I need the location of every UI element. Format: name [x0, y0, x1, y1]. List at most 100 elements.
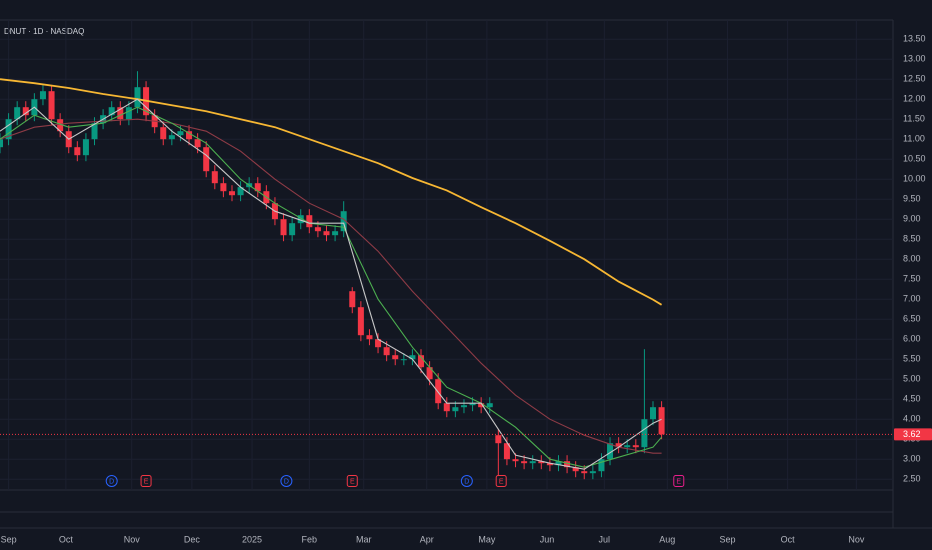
candle-body — [486, 403, 493, 408]
y-tick-label: 2.50 — [903, 474, 921, 484]
candle-body — [22, 107, 29, 116]
y-tick-label: 13.50 — [903, 34, 926, 44]
event-label: E — [676, 478, 681, 485]
candle-body — [228, 191, 235, 196]
x-tick-label: May — [478, 534, 496, 544]
y-tick-label: 13.00 — [903, 54, 926, 64]
event-marker — [105, 475, 118, 487]
candle-body — [82, 139, 89, 156]
candle-body — [203, 147, 210, 172]
y-tick-label: 10.50 — [903, 154, 926, 164]
candle-body — [14, 107, 21, 120]
candle-body — [581, 471, 588, 474]
moving-average — [0, 118, 662, 454]
candle-body — [0, 139, 4, 148]
candle-body — [521, 461, 528, 464]
candle-body — [529, 461, 536, 464]
y-tick-label: 12.50 — [903, 74, 926, 84]
y-tick-label: 5.50 — [903, 354, 921, 364]
event-marker — [673, 475, 685, 487]
candle-body — [237, 187, 244, 196]
x-tick-label: Dec — [184, 534, 201, 544]
candle-body — [186, 131, 193, 140]
candle-body — [589, 471, 596, 474]
y-tick-label: 9.50 — [903, 194, 921, 204]
candle-body — [538, 461, 545, 464]
candle-body — [478, 403, 485, 408]
candle-body — [400, 359, 407, 361]
candle-body — [375, 339, 382, 348]
last-price-label: 3.62 — [903, 429, 921, 439]
candle-body — [607, 443, 614, 460]
x-tick-label: Feb — [302, 534, 318, 544]
candle-body — [280, 219, 287, 236]
moving-average — [0, 106, 663, 468]
x-tick-label: Mar — [356, 534, 372, 544]
y-tick-label: 6.00 — [903, 334, 921, 344]
y-tick-label: 11.00 — [903, 134, 925, 144]
event-marker — [346, 475, 358, 487]
candle-body — [168, 135, 175, 140]
y-tick-label: 6.50 — [903, 314, 921, 324]
candle-body — [615, 443, 622, 448]
x-tick-label: Jun — [540, 534, 555, 544]
candle-body — [74, 147, 81, 156]
y-tick-label: 5.00 — [903, 374, 921, 384]
event-marker — [280, 475, 293, 487]
x-tick-label: Jul — [599, 534, 611, 544]
x-tick-label: Oct — [59, 534, 74, 544]
candle-body — [452, 407, 459, 412]
moving-average — [0, 98, 662, 470]
candle-body — [306, 215, 313, 228]
candle-body — [117, 107, 124, 120]
candle-body — [426, 367, 433, 380]
candle-body — [340, 211, 347, 232]
x-tick-label: Aug — [659, 534, 675, 544]
candle-body — [443, 403, 450, 412]
candle-body — [658, 407, 665, 435]
candle-body — [134, 87, 141, 108]
event-label: D — [284, 478, 289, 485]
candle-body — [366, 335, 373, 340]
event-label: D — [109, 478, 114, 485]
candle-body — [108, 107, 115, 116]
y-tick-label: 7.50 — [903, 274, 921, 284]
candle-body — [349, 291, 356, 308]
y-tick-label: 10.00 — [903, 174, 926, 184]
candle-body — [392, 355, 399, 360]
candle-body — [91, 123, 98, 140]
candle-body — [5, 119, 12, 140]
y-tick-label: 8.00 — [903, 254, 921, 264]
y-tick-label: 8.50 — [903, 234, 921, 244]
candle-body — [160, 127, 167, 140]
candle-body — [323, 231, 330, 236]
candle-body — [624, 445, 631, 448]
y-tick-label: 9.00 — [903, 214, 921, 224]
candle-body — [546, 463, 553, 466]
x-tick-label: 2025 — [242, 534, 262, 544]
event-marker — [495, 475, 507, 487]
candle-body — [289, 223, 296, 236]
event-label: E — [499, 478, 504, 485]
x-tick-label: Apr — [420, 534, 434, 544]
candle-body — [194, 139, 201, 148]
candle-body — [409, 355, 416, 360]
event-marker — [140, 475, 152, 487]
candle-body — [469, 403, 476, 406]
last-price-box — [894, 428, 932, 441]
candle-body — [649, 407, 657, 420]
x-tick-label: Nov — [124, 534, 141, 544]
candle-body — [503, 443, 510, 460]
y-tick-label: 11.50 — [903, 114, 925, 124]
x-tick-label: Sep — [1, 534, 17, 544]
y-tick-label: 3.00 — [903, 454, 921, 464]
y-tick-label: 7.00 — [903, 294, 921, 304]
candle-body — [495, 435, 502, 444]
candle-body — [512, 459, 519, 462]
candle-body — [177, 131, 184, 136]
candle-body — [383, 347, 390, 356]
candle-body — [220, 183, 227, 192]
candle-body — [572, 467, 579, 472]
